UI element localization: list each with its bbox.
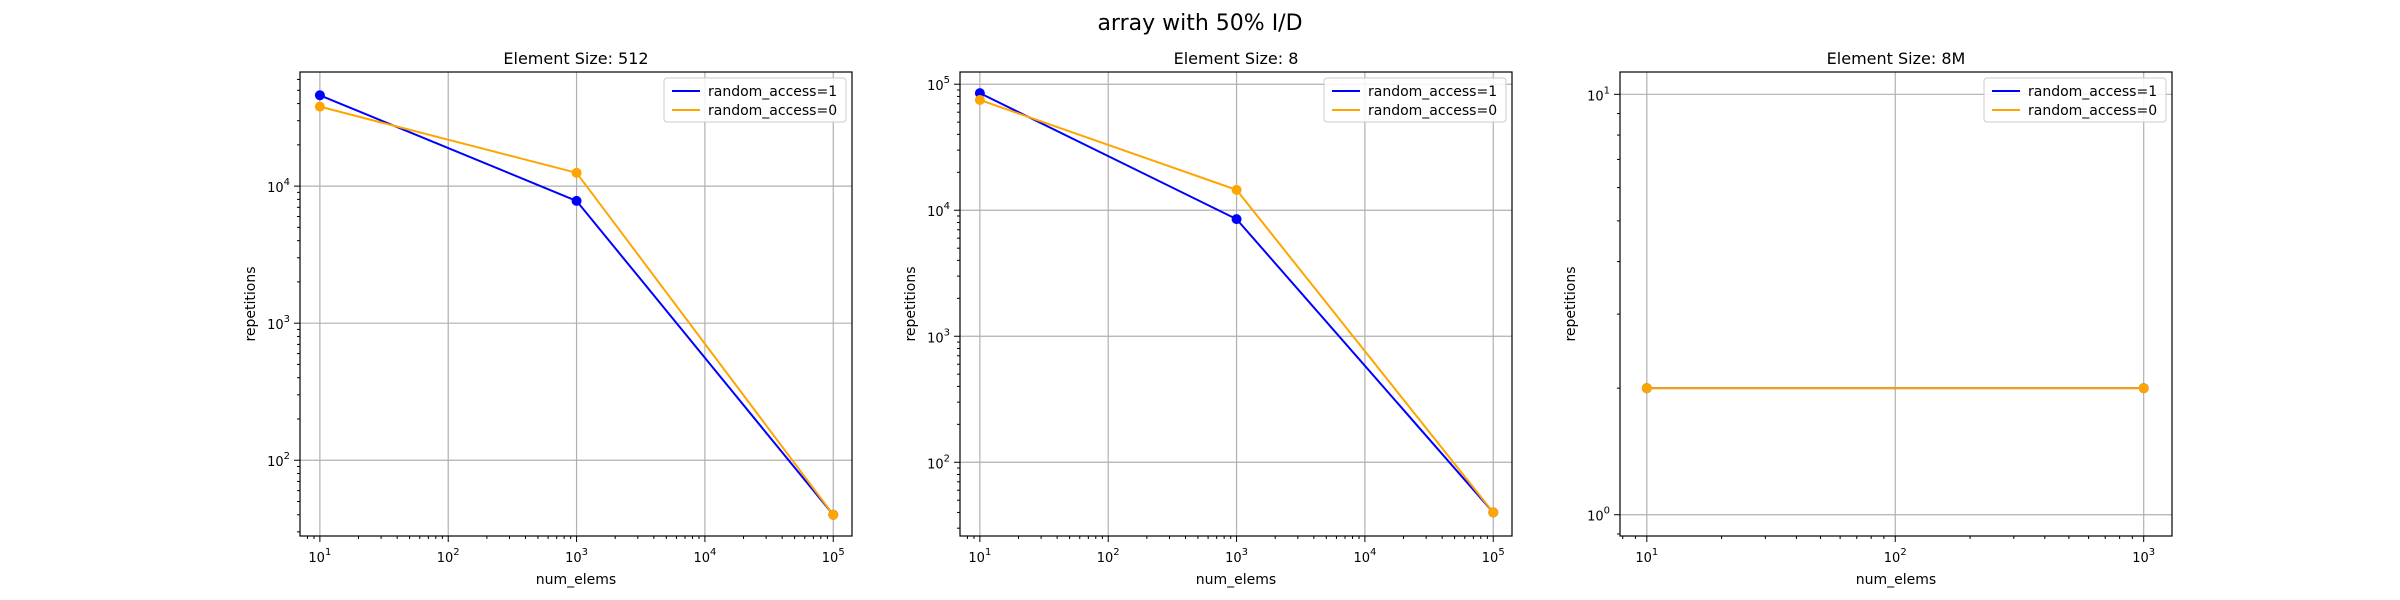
data-point-random-access-1 (1231, 214, 1242, 225)
axes-frame (1619, 71, 2173, 537)
y-axis-label: repetitions (1563, 266, 1579, 341)
y-tick-label: 103 (267, 314, 290, 333)
x-tick-label: 105 (1482, 547, 1505, 566)
legend-entry: random_access=1 (1368, 84, 1497, 100)
data-point-random-access-0 (828, 509, 839, 520)
x-tick-label: 104 (1353, 547, 1376, 566)
legend: random_access=1 random_access=0 (663, 77, 847, 123)
x-tick-label: 105 (822, 547, 845, 566)
y-tick-label: 102 (927, 453, 950, 472)
chart-title: Element Size: 8 (1174, 49, 1299, 68)
legend-box (1323, 77, 1507, 123)
x-axis-label: num_elems (1196, 572, 1276, 588)
data-point-random-access-1 (571, 195, 582, 206)
chart-panels: 101 102 103 104 105 102 103 104 Element Size: 51… (243, 49, 2173, 588)
x-axis-label: num_elems (1856, 572, 1936, 588)
chart-panel-3: 101 102 103 100 101 Element Size: 8M num_elems… (1563, 49, 2173, 588)
y-tick-label: 102 (267, 451, 290, 470)
data-point-random-access-0 (314, 101, 325, 112)
x-tick-label: 103 (565, 547, 588, 566)
y-axis-label: repetitions (243, 266, 259, 341)
x-tick-label: 101 (308, 547, 331, 566)
chart-panel-2: 101 102 103 104 105 102 103 104 105 Element Size:… (903, 49, 1513, 588)
y-tick-label: 100 (1587, 506, 1610, 525)
axes-frame (959, 71, 1513, 537)
data-point-random-access-0 (1488, 507, 1499, 518)
legend-entry: random_access=0 (708, 103, 837, 119)
data-point-random-access-0 (1641, 383, 1652, 394)
y-tick-label: 101 (1587, 85, 1610, 104)
legend-entry: random_access=0 (2028, 103, 2157, 119)
x-axis-label: num_elems (536, 572, 616, 588)
y-tick-label: 104 (927, 201, 950, 220)
legend-entry: random_access=1 (2028, 84, 2157, 100)
legend: random_access=1 random_access=0 (1983, 77, 2167, 123)
legend-box (663, 77, 847, 123)
x-tick-label: 102 (1097, 547, 1120, 566)
y-tick-label: 104 (267, 177, 290, 196)
y-axis-label: repetitions (903, 266, 919, 341)
x-tick-label: 104 (693, 547, 716, 566)
axes-frame (299, 71, 853, 537)
y-tick-label: 105 (927, 75, 950, 94)
figure-suptitle: array with 50% I/D (1097, 11, 1302, 36)
y-tick-label: 103 (927, 327, 950, 346)
chart-title: Element Size: 8M (1827, 49, 1966, 68)
legend: random_access=1 random_access=0 (1323, 77, 1507, 123)
x-tick-label: 101 (968, 547, 991, 566)
data-point-random-access-1 (974, 88, 985, 99)
x-tick-label: 102 (1884, 547, 1907, 566)
legend-entry: random_access=1 (708, 84, 837, 100)
legend-entry: random_access=0 (1368, 103, 1497, 119)
x-tick-label: 103 (2132, 547, 2155, 566)
x-tick-label: 102 (437, 547, 460, 566)
data-point-random-access-1 (314, 90, 325, 101)
x-tick-label: 101 (1635, 547, 1658, 566)
data-point-random-access-0 (2138, 383, 2149, 394)
data-point-random-access-0 (571, 167, 582, 178)
data-point-random-access-0 (974, 94, 985, 105)
chart-panel-1: 101 102 103 104 105 102 103 104 Element Size: 51… (243, 49, 853, 588)
data-point-random-access-0 (1231, 184, 1242, 195)
chart-title: Element Size: 512 (503, 49, 648, 68)
legend-box (1983, 77, 2167, 123)
x-tick-label: 103 (1225, 547, 1248, 566)
